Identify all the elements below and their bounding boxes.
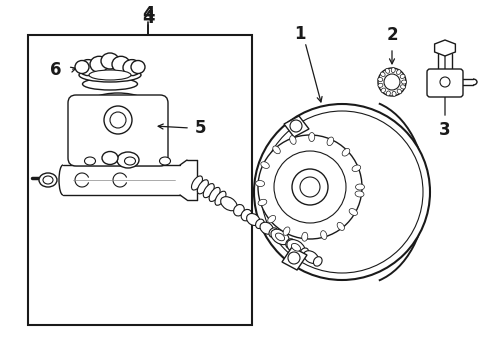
Ellipse shape — [377, 83, 382, 87]
Text: 4: 4 — [142, 5, 154, 23]
Polygon shape — [282, 247, 306, 270]
Text: 3: 3 — [438, 121, 450, 139]
Ellipse shape — [377, 77, 382, 81]
Ellipse shape — [79, 60, 97, 76]
Circle shape — [383, 74, 399, 90]
Ellipse shape — [286, 239, 305, 255]
Ellipse shape — [255, 180, 264, 186]
Ellipse shape — [209, 188, 220, 202]
Circle shape — [273, 151, 346, 223]
Ellipse shape — [326, 137, 333, 145]
Circle shape — [289, 120, 302, 132]
Ellipse shape — [355, 184, 364, 190]
Ellipse shape — [258, 199, 266, 206]
Ellipse shape — [215, 191, 225, 205]
Ellipse shape — [300, 248, 308, 257]
Ellipse shape — [320, 231, 326, 239]
Ellipse shape — [313, 257, 322, 266]
Ellipse shape — [79, 68, 141, 82]
Ellipse shape — [82, 78, 137, 90]
Ellipse shape — [303, 251, 318, 264]
Ellipse shape — [351, 165, 360, 171]
Ellipse shape — [386, 91, 389, 96]
Ellipse shape — [390, 68, 394, 73]
FancyBboxPatch shape — [426, 69, 462, 97]
Ellipse shape — [348, 208, 357, 215]
Ellipse shape — [241, 210, 251, 221]
Circle shape — [110, 112, 126, 128]
Ellipse shape — [246, 213, 259, 225]
Ellipse shape — [342, 148, 349, 156]
Ellipse shape — [117, 152, 139, 168]
Ellipse shape — [401, 80, 406, 84]
Ellipse shape — [220, 197, 237, 211]
Ellipse shape — [301, 232, 307, 241]
Ellipse shape — [400, 85, 405, 89]
Circle shape — [377, 68, 405, 96]
Ellipse shape — [43, 176, 53, 184]
Ellipse shape — [255, 219, 264, 229]
Ellipse shape — [197, 180, 208, 194]
Ellipse shape — [159, 157, 170, 165]
Ellipse shape — [399, 74, 404, 78]
Ellipse shape — [268, 228, 277, 237]
Circle shape — [258, 135, 361, 239]
Circle shape — [291, 169, 327, 205]
Ellipse shape — [308, 132, 314, 141]
Ellipse shape — [270, 229, 288, 245]
Ellipse shape — [396, 70, 400, 75]
Ellipse shape — [354, 191, 363, 197]
Circle shape — [287, 252, 299, 264]
Bar — [28, 35, 251, 325]
Ellipse shape — [336, 222, 344, 230]
Ellipse shape — [391, 91, 395, 96]
Text: 6: 6 — [50, 61, 61, 79]
Ellipse shape — [123, 60, 141, 76]
Ellipse shape — [291, 243, 300, 251]
Ellipse shape — [283, 227, 289, 235]
Ellipse shape — [102, 152, 118, 165]
Ellipse shape — [39, 173, 57, 187]
Ellipse shape — [267, 215, 275, 223]
Ellipse shape — [380, 72, 385, 77]
Ellipse shape — [380, 88, 385, 93]
Ellipse shape — [285, 239, 294, 248]
Text: 4: 4 — [142, 9, 154, 27]
Ellipse shape — [90, 56, 108, 72]
Ellipse shape — [260, 162, 269, 168]
Polygon shape — [434, 40, 454, 56]
Circle shape — [253, 104, 429, 280]
Ellipse shape — [233, 204, 244, 216]
Ellipse shape — [191, 176, 202, 190]
Polygon shape — [284, 116, 308, 137]
Ellipse shape — [124, 157, 135, 165]
Ellipse shape — [289, 136, 296, 144]
Ellipse shape — [112, 56, 130, 72]
Ellipse shape — [89, 70, 131, 80]
Text: 5: 5 — [194, 119, 205, 137]
FancyBboxPatch shape — [68, 95, 168, 166]
Text: 2: 2 — [386, 26, 397, 44]
Ellipse shape — [75, 60, 89, 73]
Ellipse shape — [396, 89, 401, 94]
Ellipse shape — [260, 222, 273, 234]
Circle shape — [104, 106, 132, 134]
Ellipse shape — [203, 184, 214, 198]
Ellipse shape — [101, 53, 119, 69]
Circle shape — [299, 177, 319, 197]
Text: 1: 1 — [294, 25, 305, 43]
Ellipse shape — [275, 233, 284, 241]
Ellipse shape — [131, 60, 145, 73]
Ellipse shape — [385, 68, 389, 73]
Circle shape — [439, 77, 449, 87]
Ellipse shape — [84, 157, 95, 165]
Ellipse shape — [272, 146, 280, 154]
